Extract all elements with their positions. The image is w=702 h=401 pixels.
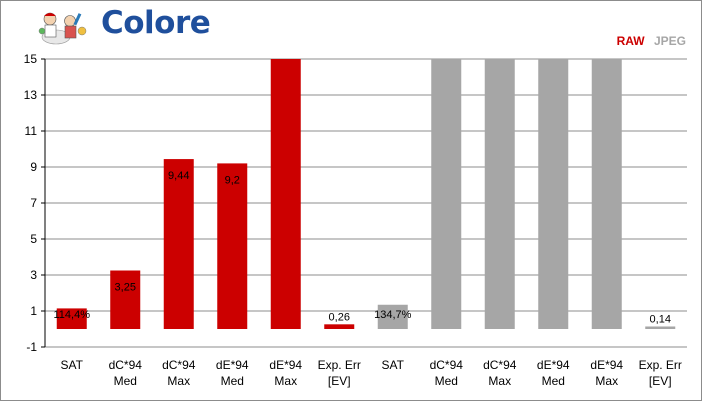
bar-11 xyxy=(645,326,676,329)
x-tick-label-4-0: dE*94 xyxy=(269,358,302,372)
data-label-6: 134,7% xyxy=(374,309,412,321)
legend-jpeg: JPEG xyxy=(653,34,686,48)
y-tick-label-3: 9 xyxy=(30,160,37,174)
legend: RAW JPEG xyxy=(611,34,686,48)
y-tick-label-7: 1 xyxy=(30,304,37,318)
bar-7 xyxy=(431,59,462,329)
y-tick-label-8: -1 xyxy=(26,340,37,354)
x-tick-label-1-1: Med xyxy=(114,374,137,388)
x-tick-label-11-1: [EV] xyxy=(649,374,672,388)
x-tick-label-4-1: Max xyxy=(274,374,297,388)
x-tick-label-11-0: Exp. Err xyxy=(639,358,682,372)
x-tick-label-9-1: Med xyxy=(542,374,565,388)
data-label-1: 3,25 xyxy=(115,282,136,294)
x-tick-label-5-0: Exp. Err xyxy=(318,358,361,372)
bar-6 xyxy=(377,304,408,329)
bar-2 xyxy=(163,159,194,329)
y-tick-label-6: 3 xyxy=(30,268,37,282)
data-label-5: 0,26 xyxy=(329,311,350,323)
data-label-3: 9,2 xyxy=(225,174,240,186)
x-tick-label-3-1: Med xyxy=(221,374,244,388)
legend-raw: RAW xyxy=(616,34,645,48)
x-tick-label-6-0: SAT xyxy=(382,358,405,372)
x-tick-label-9-0: dE*94 xyxy=(537,358,570,372)
data-label-2: 9,44 xyxy=(168,170,189,182)
x-tick-label-3-0: dE*94 xyxy=(216,358,249,372)
x-tick-label-2-1: Max xyxy=(167,374,190,388)
bar-3 xyxy=(217,163,248,329)
logo-mascot-icon xyxy=(38,12,87,45)
x-tick-label-10-0: dE*94 xyxy=(590,358,623,372)
chart-title: Colore xyxy=(101,5,211,41)
y-tick-label-1: 13 xyxy=(24,88,38,102)
bar-5 xyxy=(324,324,355,329)
bar-8 xyxy=(484,59,515,329)
data-label-11: 0,14 xyxy=(650,313,671,325)
y-tick-label-5: 5 xyxy=(30,232,37,246)
x-tick-label-7-1: Med xyxy=(435,374,458,388)
bar-0 xyxy=(56,308,87,329)
x-tick-label-2-0: dC*94 xyxy=(162,358,196,372)
y-tick-label-0: 15 xyxy=(24,52,38,66)
y-tick-label-2: 11 xyxy=(25,124,38,138)
x-tick-label-10-1: Max xyxy=(595,374,618,388)
x-tick-label-5-1: [EV] xyxy=(328,374,351,388)
data-label-0: 114,4% xyxy=(54,309,91,321)
x-tick-label-1-0: dC*94 xyxy=(109,358,143,372)
x-tick-label-8-0: dC*94 xyxy=(483,358,517,372)
x-tick-label-0-0: SAT xyxy=(61,358,84,372)
x-tick-label-7-0: dC*94 xyxy=(430,358,464,372)
bar-1 xyxy=(110,270,141,329)
bar-4 xyxy=(270,59,301,329)
y-tick-label-4: 7 xyxy=(30,196,37,210)
x-tick-label-8-1: Max xyxy=(488,374,511,388)
bar-10 xyxy=(591,59,622,329)
bar-9 xyxy=(538,59,569,329)
